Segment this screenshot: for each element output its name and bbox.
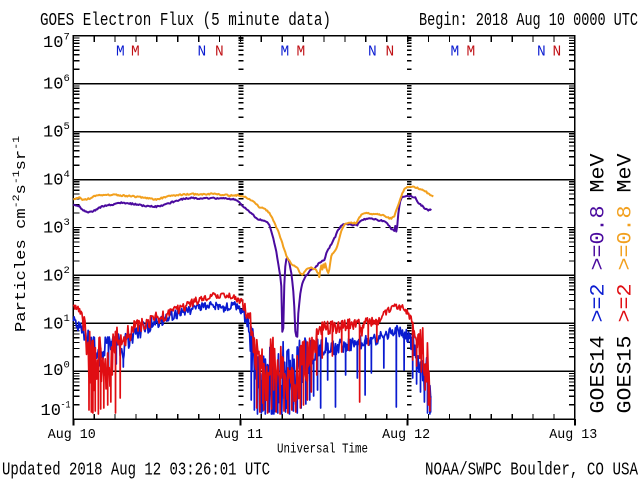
svg-text:Aug 13: Aug 13 (549, 428, 597, 443)
svg-text:M: M (451, 45, 460, 61)
svg-text:M: M (131, 45, 140, 61)
svg-text:4: 4 (64, 169, 70, 181)
svg-text:1: 1 (64, 313, 70, 325)
svg-text:N: N (198, 45, 207, 61)
svg-text:GOES15 >=2 >=0.8 MeV: GOES15 >=2 >=0.8 MeV (615, 154, 638, 414)
svg-text:Aug 12: Aug 12 (382, 428, 430, 443)
svg-text:0: 0 (64, 360, 70, 372)
svg-text:Aug 10: Aug 10 (48, 428, 96, 443)
svg-text:10: 10 (41, 402, 61, 421)
svg-text:7: 7 (64, 32, 70, 44)
svg-text:M: M (116, 45, 125, 61)
svg-text:M: M (281, 45, 290, 61)
svg-text:M: M (467, 45, 476, 61)
svg-text:5: 5 (64, 121, 70, 133)
svg-text:Universal Time: Universal Time (277, 443, 368, 458)
svg-text:N: N (553, 45, 562, 61)
svg-text:N: N (386, 45, 395, 61)
svg-text:Aug 11: Aug 11 (215, 428, 263, 443)
svg-text:10: 10 (43, 34, 63, 53)
svg-text:Particles cm-2s-1sr-1: Particles cm-2s-1sr-1 (12, 136, 30, 332)
svg-text:N: N (537, 45, 546, 61)
svg-text:10: 10 (43, 220, 63, 239)
svg-text:10: 10 (43, 76, 63, 95)
svg-text:M: M (297, 45, 306, 61)
svg-text:10: 10 (43, 362, 63, 381)
svg-text:N: N (368, 45, 377, 61)
svg-text:GOES14 >=2 >=0.8 MeV: GOES14 >=2 >=0.8 MeV (588, 154, 611, 414)
svg-text:10: 10 (43, 124, 63, 143)
svg-text:10: 10 (43, 172, 63, 191)
svg-text:GOES Electron Flux (5 minute d: GOES Electron Flux (5 minute data) (40, 11, 331, 31)
svg-text:10: 10 (43, 268, 63, 287)
svg-text:10: 10 (43, 316, 63, 335)
svg-text:6: 6 (64, 73, 70, 85)
svg-text:Updated 2018 Aug 12 03:26:01 U: Updated 2018 Aug 12 03:26:01 UTC (2, 461, 270, 480)
svg-text:N: N (215, 45, 224, 61)
svg-text:3: 3 (64, 217, 70, 229)
svg-text:NOAA/SWPC Boulder, CO USA: NOAA/SWPC Boulder, CO USA (425, 461, 638, 480)
svg-text:-1: -1 (61, 400, 71, 412)
svg-text:Begin: 2018 Aug 10 0000 UTC: Begin: 2018 Aug 10 0000 UTC (419, 11, 638, 31)
svg-text:2: 2 (64, 265, 70, 277)
